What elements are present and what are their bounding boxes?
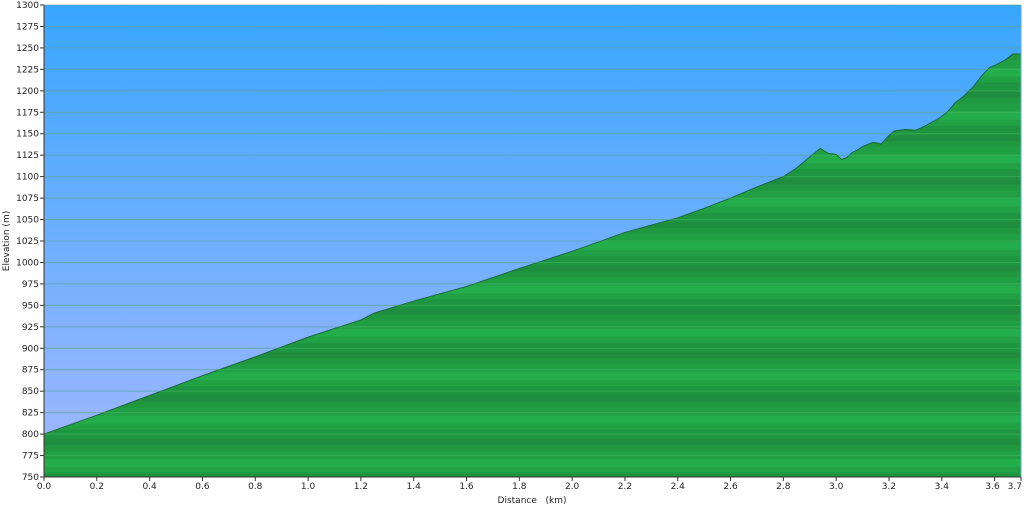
x-tick-label-19: 3.7 [1008,482,1022,492]
y-tick-label-0: 750 [22,473,39,483]
y-tick-label-6: 900 [22,344,39,354]
y-tick-label-5: 875 [22,366,39,376]
y-tick-label-22: 1300 [16,1,39,11]
x-tick-labels: 0.0 0.2 0.4 0.6 0.8 1.0 1.2 1.4 1.6 1.8 2.0 2.2 2.4 2… [37,482,1022,492]
y-tick-label-17: 1175 [16,108,39,118]
x-tick-label-18: 3.6 [985,482,1000,492]
x-axis-label: Distance (km) [498,496,567,506]
x-tick-label-14: 2.8 [776,482,791,492]
x-tick-label-13: 2.6 [723,482,738,492]
x-tick-label-5: 1.0 [301,482,316,492]
elevation-area [43,53,1021,478]
x-tick-label-11: 2.2 [618,482,632,492]
x-tick-label-0: 0.0 [37,482,52,492]
x-tick-label-15: 3.0 [829,482,844,492]
x-tick-label-3: 0.6 [195,482,210,492]
x-tick-label-17: 3.4 [935,482,950,492]
x-tick-label-6: 1.2 [354,482,368,492]
x-tick-label-10: 2.0 [565,482,580,492]
elevation-line [43,53,1021,435]
y-tick-label-7: 925 [22,323,39,333]
y-tick-label-1: 775 [22,452,39,462]
x-tick-label-1: 0.2 [90,482,104,492]
y-tick-label-4: 850 [22,387,39,397]
x-tick-label-9: 1.8 [512,482,527,492]
y-tick-label-20: 1250 [16,44,39,54]
y-tick-label-14: 1100 [16,173,39,183]
y-tick-label-19: 1225 [16,65,39,75]
y-tick-label-8: 950 [22,301,39,311]
y-tick-label-15: 1125 [16,151,39,161]
y-tick-label-16: 1150 [16,130,39,140]
axes [40,4,1022,481]
y-tick-label-10: 1000 [16,258,39,268]
y-tick-label-12: 1050 [16,216,39,226]
x-tick-label-4: 0.8 [248,482,263,492]
y-tick-labels: 750 775 800 825 850 875 900 925 950 975 1000 1025 10… [16,1,39,483]
y-tick-label-18: 1200 [16,87,39,97]
y-axis-label: Elevation (m) [2,211,12,271]
x-tick-label-7: 1.4 [407,482,422,492]
x-tick-label-16: 3.2 [882,482,896,492]
y-tick-label-11: 1025 [16,237,39,247]
y-tick-label-3: 825 [22,409,39,419]
x-tick-label-8: 1.6 [459,482,474,492]
y-tick-label-21: 1275 [16,22,39,32]
x-tick-label-2: 0.4 [142,482,157,492]
elevation-fill [44,53,1021,478]
x-tick-label-12: 2.4 [671,482,686,492]
y-tick-label-9: 975 [22,280,39,290]
y-tick-label-13: 1075 [16,194,39,204]
y-tick-label-2: 800 [22,430,39,440]
